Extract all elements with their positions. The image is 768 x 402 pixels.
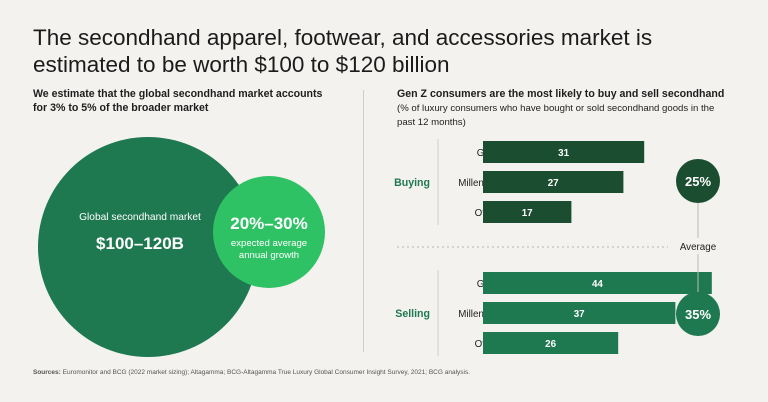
bar-value-label: 26: [545, 339, 556, 350]
right-panel-subtitle: Gen Z consumers are the most likely to b…: [397, 88, 725, 100]
bar-value-label: 44: [592, 279, 603, 290]
category-label: Millennials: [458, 309, 504, 320]
growth-label: expected average annual growth: [230, 238, 308, 261]
average-badge: [676, 159, 720, 203]
market-size-value: $100–120B: [96, 234, 184, 253]
right-panel-note: (% of luxury consumers who have bought o…: [397, 103, 715, 128]
growth-circle: [213, 176, 325, 288]
bar-value-label: 37: [574, 309, 585, 320]
bar-value-label: 31: [558, 148, 569, 159]
source-text: Euromonitor and BCG (2022 market sizing)…: [60, 369, 471, 376]
panel-divider: [363, 90, 364, 352]
bar: [483, 171, 624, 193]
page-title: The secondhand apparel, footwear, and ac…: [33, 25, 653, 77]
source-note: Sources: Euromonitor and BCG (2022 marke…: [33, 369, 733, 376]
bar: [483, 302, 676, 324]
category-label: Millennials: [458, 178, 504, 189]
source-label: Sources:: [33, 369, 61, 376]
average-badge-value: 35%: [685, 307, 711, 322]
group-label: Selling: [395, 308, 430, 320]
bar: [483, 332, 619, 354]
group-label: Buying: [394, 177, 430, 189]
average-label: Average: [680, 242, 717, 253]
bar: [483, 141, 645, 163]
growth-value: 20%–30%: [230, 214, 308, 233]
average-badge: [676, 292, 720, 336]
average-badge-value: 25%: [685, 174, 711, 189]
bar: [483, 272, 712, 294]
market-size-label: Global secondhand market: [79, 212, 201, 223]
bar-value-label: 27: [548, 178, 559, 189]
bar: [483, 201, 572, 223]
left-panel-subtitle: We estimate that the global secondhand m…: [33, 88, 323, 114]
bar-value-label: 17: [522, 208, 533, 219]
